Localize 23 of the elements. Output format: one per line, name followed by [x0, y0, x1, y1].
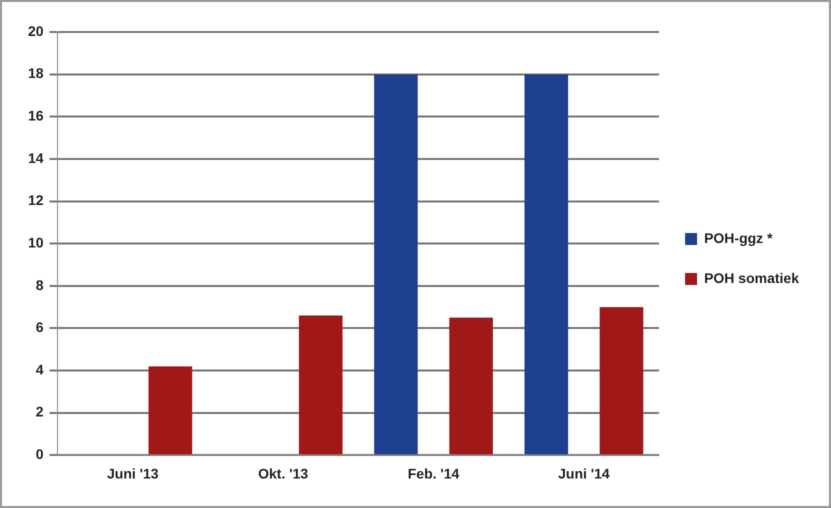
y-tick-label: 20	[28, 22, 44, 39]
legend-label: POH somatiek	[704, 270, 800, 286]
legend-label: POH-ggz *	[704, 230, 774, 246]
y-tick-label: 8	[36, 276, 44, 293]
x-tick-label: Juni '14	[558, 465, 610, 482]
y-tick-label: 4	[36, 361, 44, 378]
y-tick-label: 0	[36, 446, 44, 462]
y-tick-label: 18	[28, 65, 44, 82]
x-tick-label: Okt. '13	[258, 465, 308, 482]
y-tick-label: 10	[28, 234, 44, 250]
y-tick-label: 14	[28, 150, 44, 166]
x-tick-label: Juni '13	[106, 465, 159, 482]
bar	[374, 74, 418, 454]
y-tick-label: 12	[28, 192, 44, 208]
y-tick-label: 2	[36, 404, 44, 420]
bar	[449, 318, 493, 454]
x-tick-label: Feb. '14	[408, 465, 460, 482]
bar	[148, 366, 192, 454]
bar	[298, 316, 343, 454]
bar	[600, 307, 644, 454]
bar	[524, 74, 568, 454]
y-tick-label: 6	[36, 319, 44, 336]
y-tick-label: 16	[28, 108, 44, 124]
